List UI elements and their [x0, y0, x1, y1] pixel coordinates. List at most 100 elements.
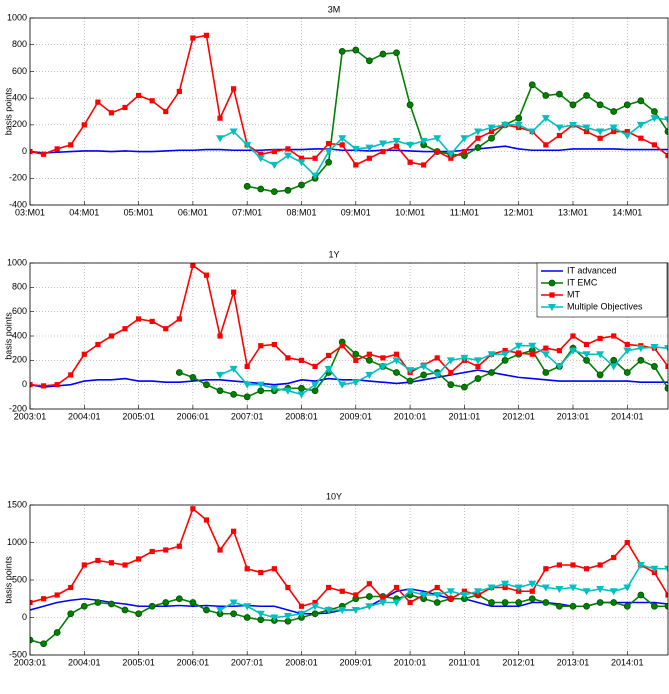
series-group	[30, 32, 668, 196]
marker	[40, 151, 47, 157]
marker	[421, 162, 427, 168]
marker	[542, 92, 550, 99]
marker	[231, 528, 237, 534]
marker	[446, 357, 455, 365]
y-tick-label: 400	[12, 330, 27, 340]
marker	[596, 128, 605, 136]
marker	[475, 363, 481, 370]
marker	[393, 49, 400, 57]
series-line	[30, 145, 668, 154]
subplot: 1Y basis points -200 0 200 400 600 800 1000 2003:…	[3, 249, 669, 421]
marker	[623, 347, 632, 355]
x-tick-label: 2010:01	[394, 657, 427, 667]
marker	[488, 599, 495, 606]
marker	[217, 115, 223, 121]
marker	[365, 57, 373, 65]
x-tick-label: 2008:01	[285, 411, 318, 421]
marker	[176, 316, 182, 322]
y-tick-label: 0	[22, 612, 27, 622]
chart-title: 3M	[328, 4, 341, 14]
marker	[298, 357, 305, 363]
marker	[556, 90, 563, 98]
marker	[30, 599, 33, 606]
x-tick-label: 07:M01	[232, 207, 262, 217]
marker	[81, 122, 87, 128]
marker	[378, 599, 387, 607]
marker	[568, 347, 577, 355]
legend-label: Multiple Objectives	[567, 301, 643, 311]
marker	[68, 372, 74, 378]
marker	[326, 584, 332, 591]
x-tick-label: 2004:01	[68, 411, 101, 421]
y-axis-label: basis points	[3, 556, 13, 604]
marker	[258, 569, 264, 576]
marker	[460, 135, 469, 143]
marker	[216, 135, 225, 143]
marker	[637, 97, 645, 105]
marker	[488, 134, 495, 142]
marker	[555, 586, 564, 593]
marker	[94, 599, 102, 606]
marker	[501, 121, 510, 129]
x-tick-label: 2013:01	[557, 657, 590, 667]
marker	[597, 335, 603, 342]
marker	[543, 345, 549, 351]
marker	[68, 142, 74, 148]
marker	[393, 369, 400, 376]
marker	[596, 586, 605, 593]
marker	[473, 357, 482, 365]
marker	[311, 381, 320, 389]
marker	[229, 599, 238, 607]
x-tick-label: 06:M01	[178, 207, 208, 217]
marker	[541, 115, 550, 123]
marker	[366, 351, 372, 357]
marker	[338, 47, 346, 55]
marker	[460, 383, 468, 391]
marker	[407, 599, 413, 606]
marker	[610, 356, 618, 364]
marker	[189, 599, 197, 606]
x-tick-label: 2003:01	[14, 657, 47, 667]
y-tick-label: 1000	[7, 537, 27, 547]
y-axis-label: basis points	[3, 312, 13, 360]
x-tick-label: 2007:01	[231, 411, 264, 421]
marker	[393, 584, 400, 591]
marker	[190, 263, 196, 269]
marker	[326, 352, 332, 359]
marker	[285, 584, 291, 591]
marker	[474, 375, 482, 382]
marker	[582, 588, 591, 596]
x-tick-label: 08:M01	[286, 207, 316, 217]
marker	[542, 599, 550, 606]
marker	[326, 140, 332, 147]
marker	[528, 580, 537, 588]
legend-box	[536, 262, 668, 318]
marker	[68, 584, 74, 591]
marker	[257, 185, 265, 193]
marker	[664, 345, 668, 353]
marker	[40, 383, 47, 389]
marker	[651, 108, 658, 115]
marker	[175, 595, 183, 603]
marker	[217, 333, 223, 339]
x-tick-label: 10:M01	[395, 207, 425, 217]
marker	[339, 343, 345, 349]
marker	[460, 592, 469, 599]
x-tick-label: 2008:01	[285, 657, 318, 667]
marker	[339, 588, 345, 594]
marker	[650, 565, 659, 573]
marker	[54, 592, 60, 598]
marker	[543, 566, 549, 572]
marker	[515, 114, 523, 122]
x-tick-label: 2011:01	[448, 411, 480, 421]
x-tick-label: 2005:01	[122, 657, 155, 667]
marker	[122, 104, 128, 111]
marker	[664, 384, 668, 392]
marker	[501, 580, 510, 588]
marker	[446, 151, 455, 159]
x-tick-label: 09:M01	[341, 207, 371, 217]
x-tick-label: 04:M01	[69, 207, 99, 217]
x-tick-label: 2006:01	[177, 411, 210, 421]
marker	[244, 363, 250, 370]
marker	[311, 172, 320, 180]
